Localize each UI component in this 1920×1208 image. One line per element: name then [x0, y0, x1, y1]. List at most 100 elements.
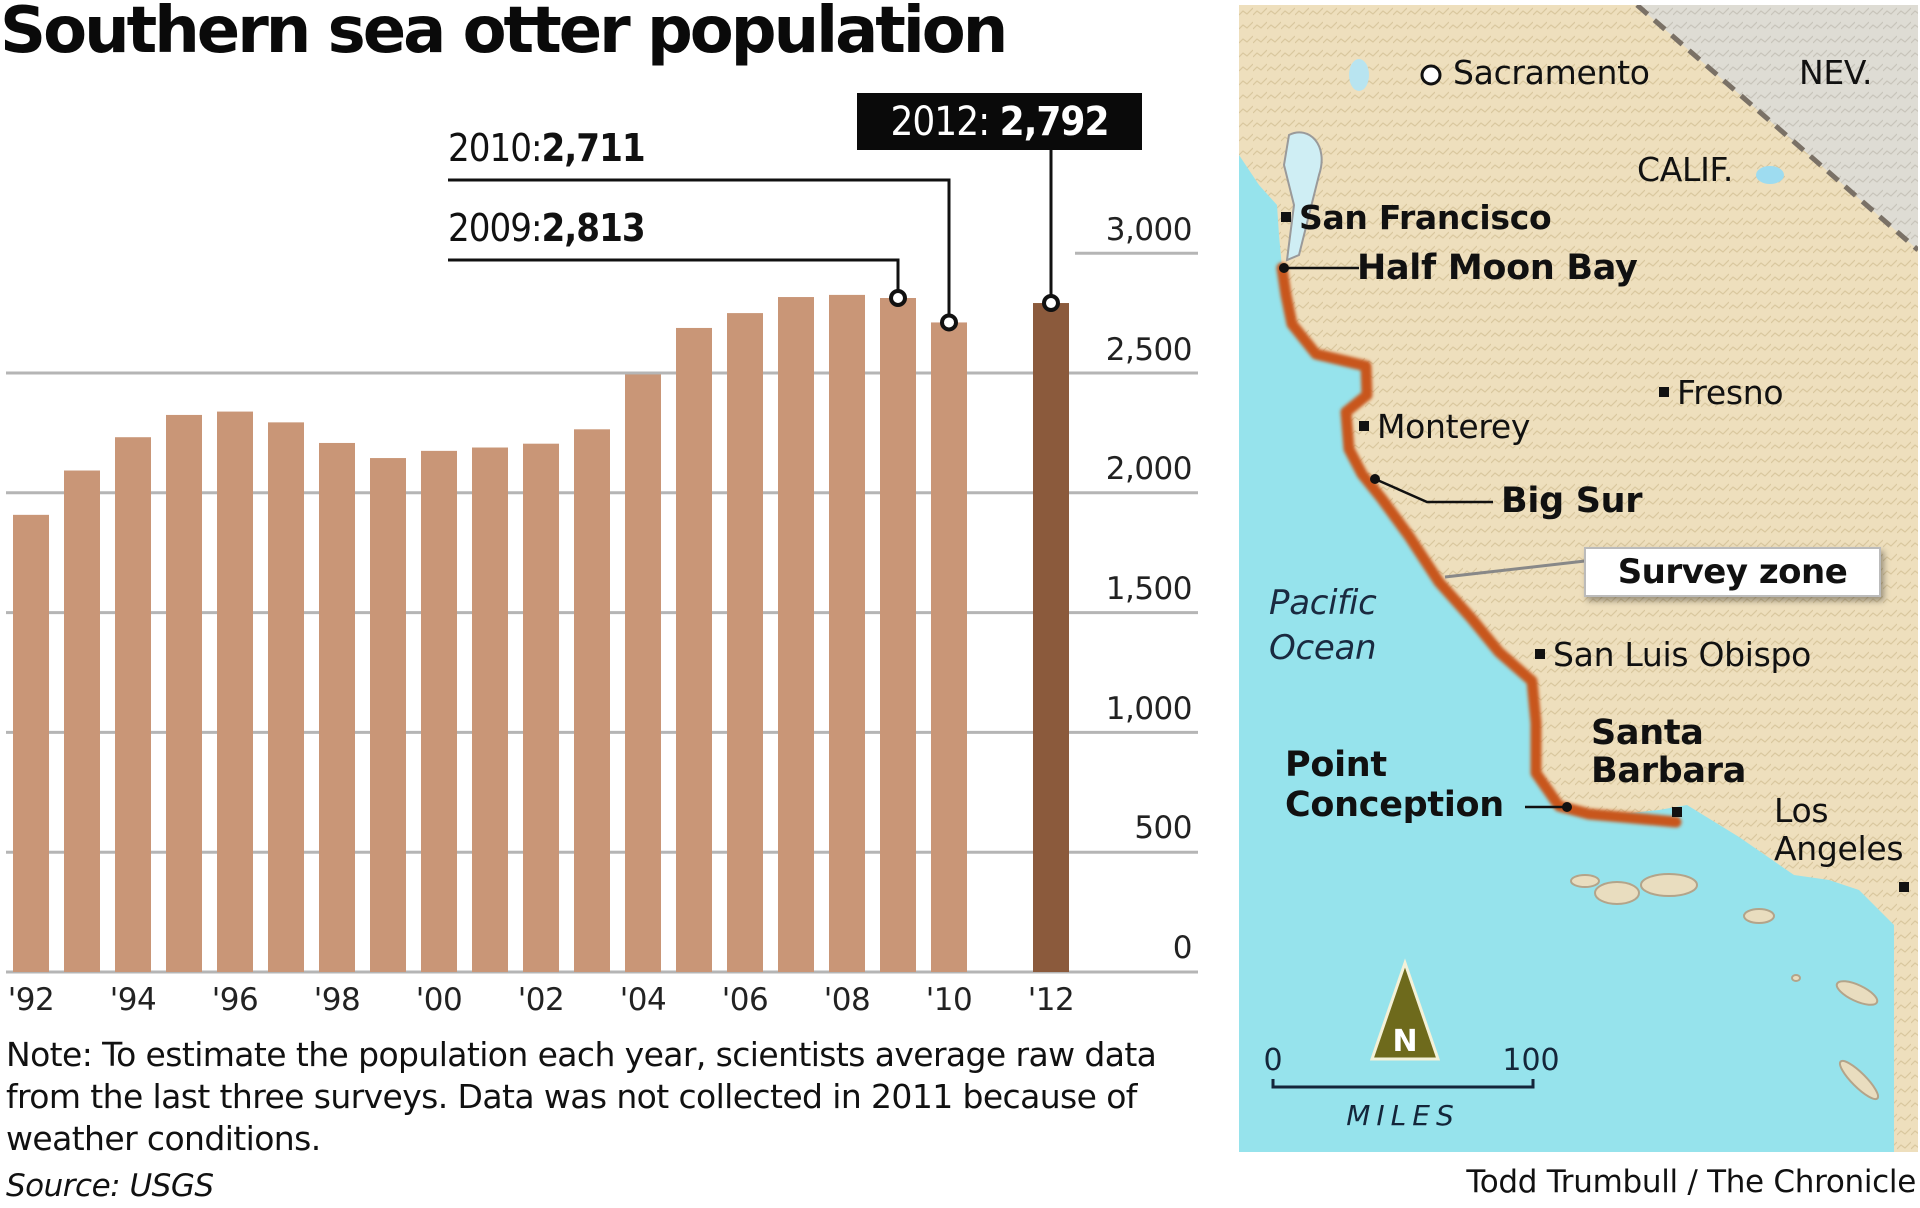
- channel-islands: [1570, 873, 1880, 1101]
- scale-max: 100: [1502, 1043, 1559, 1078]
- label-barbara: Barbara: [1591, 751, 1747, 791]
- bar-2002: [523, 443, 559, 972]
- scale-bar: [1271, 1079, 1535, 1089]
- santa-barbara-marker-icon: [1672, 806, 1682, 817]
- label-monterey: Monterey: [1359, 407, 1530, 446]
- scale-unit: MILES: [1346, 1099, 1459, 1132]
- label-point: Point: [1285, 745, 1387, 785]
- bar-1993: [64, 470, 100, 972]
- label-sacramento: Sacramento: [1453, 53, 1650, 92]
- bar-1998: [319, 442, 355, 972]
- bar-chart: [6, 150, 1198, 974]
- x-tick-06: '06: [721, 982, 769, 1018]
- bar-2005: [676, 327, 712, 972]
- point-conception-dot: [1562, 802, 1572, 812]
- lake: [1349, 59, 1369, 91]
- survey-zone-pointer: [1444, 559, 1586, 579]
- y-tick-2500: 2,500: [1105, 332, 1193, 368]
- label-nev: NEV.: [1799, 53, 1873, 92]
- capital-star-icon: [1420, 64, 1442, 86]
- x-tick-02: '02: [517, 982, 565, 1018]
- bar-2006: [727, 313, 763, 973]
- x-tick-08: '08: [823, 982, 871, 1018]
- bar-2001: [472, 447, 508, 972]
- bar-2009: [880, 298, 916, 972]
- leader-endpoint-icon: [940, 313, 958, 332]
- chart-note: Note: To estimate the population each ye…: [6, 1035, 1157, 1158]
- label-fresno: Fresno: [1659, 373, 1784, 412]
- leader-endpoint-icon: [889, 289, 907, 308]
- x-tick-92: '92: [7, 982, 55, 1018]
- y-tick-2000: 2,000: [1105, 451, 1193, 487]
- y-tick-1000: 1,000: [1105, 691, 1193, 727]
- svg-text:N: N: [1392, 1024, 1417, 1059]
- annotation-value: 2,813: [541, 206, 646, 250]
- bar-2012: [1033, 303, 1069, 972]
- city-marker-icon: [1281, 211, 1291, 222]
- label-pacific: Pacific: [1269, 583, 1377, 623]
- label-ocean: Ocean: [1269, 628, 1377, 668]
- city-marker-icon: [1535, 648, 1545, 659]
- x-tick-10: '10: [925, 982, 973, 1018]
- map-graphic: N 0 100 MILES: [1239, 5, 1918, 1152]
- annotation-2012-highlight: 2012: 2,792: [857, 93, 1142, 150]
- chart-title: Southern sea otter population: [0, 0, 1008, 68]
- x-tick-96: '96: [211, 982, 259, 1018]
- big-sur-dot: [1370, 474, 1380, 484]
- annotation-year: 2012:: [890, 98, 991, 145]
- city-marker-icon: [1659, 386, 1669, 397]
- annotation-value: 2,792: [999, 98, 1110, 145]
- label-half-moon-bay: Half Moon Bay: [1357, 248, 1638, 288]
- annotation-leaders: [448, 150, 1060, 332]
- label-conception: Conception: [1285, 785, 1504, 825]
- annotation-year: 2010:: [448, 126, 543, 170]
- california-coast-map: N 0 100 MILES Sacramento NEV. CALIF. San…: [1239, 5, 1918, 1152]
- hmb-dot: [1279, 263, 1289, 273]
- x-tick-04: '04: [619, 982, 667, 1018]
- state-border: [1635, 5, 1918, 252]
- bar-2010: [931, 322, 967, 972]
- chart-source: Source: USGS: [6, 1168, 214, 1204]
- label-text: San Francisco: [1299, 198, 1552, 237]
- survey-zone-callout: Survey zone: [1584, 547, 1881, 597]
- y-tick-500: 500: [1134, 810, 1192, 846]
- x-tick-12: '12: [1027, 982, 1075, 1018]
- x-tick-94: '94: [109, 982, 157, 1018]
- bar-2008: [829, 294, 865, 973]
- annotation-2010: 2010:2,711: [448, 126, 646, 170]
- sf-bay: [1282, 131, 1323, 262]
- bar-1995: [166, 414, 202, 972]
- big-sur-leader: [1374, 477, 1493, 504]
- label-los: Los: [1774, 791, 1829, 830]
- annotation-year: 2009:: [448, 206, 543, 250]
- leader-2009: [448, 258, 900, 299]
- bar-2003: [574, 429, 610, 972]
- label-santa: Santa: [1591, 713, 1704, 753]
- label-san-luis-obispo: San Luis Obispo: [1535, 635, 1811, 674]
- label-text: San Luis Obispo: [1553, 635, 1812, 674]
- graphic-credit: Todd Trumbull / The Chronicle: [1466, 1164, 1916, 1200]
- california-land: [1239, 5, 1918, 1152]
- label-big-sur: Big Sur: [1501, 481, 1643, 521]
- scale-min: 0: [1263, 1043, 1282, 1078]
- y-tick-3000: 3,000: [1105, 212, 1193, 248]
- label-san-francisco: San Francisco: [1281, 198, 1552, 237]
- bar-1992: [13, 514, 49, 972]
- x-tick-00: '00: [415, 982, 463, 1018]
- los-angeles-marker-icon: [1899, 881, 1910, 892]
- city-marker-icon: [1359, 420, 1369, 431]
- label-text: Fresno: [1677, 373, 1784, 412]
- bar-1996: [217, 411, 253, 973]
- bar-1997: [268, 422, 304, 972]
- bars: [13, 294, 1069, 973]
- bar-2007: [778, 297, 814, 972]
- label-text: Monterey: [1377, 407, 1531, 446]
- leader-2010: [448, 178, 951, 323]
- label-calif: CALIF.: [1637, 150, 1734, 189]
- label-angeles: Angeles: [1774, 829, 1904, 868]
- survey-zone-path: [1276, 262, 1682, 828]
- bar-1994: [115, 437, 151, 973]
- bar-2004: [625, 374, 661, 972]
- north-arrow-icon: N: [1369, 958, 1441, 1061]
- leader-endpoint-icon: [1042, 294, 1060, 313]
